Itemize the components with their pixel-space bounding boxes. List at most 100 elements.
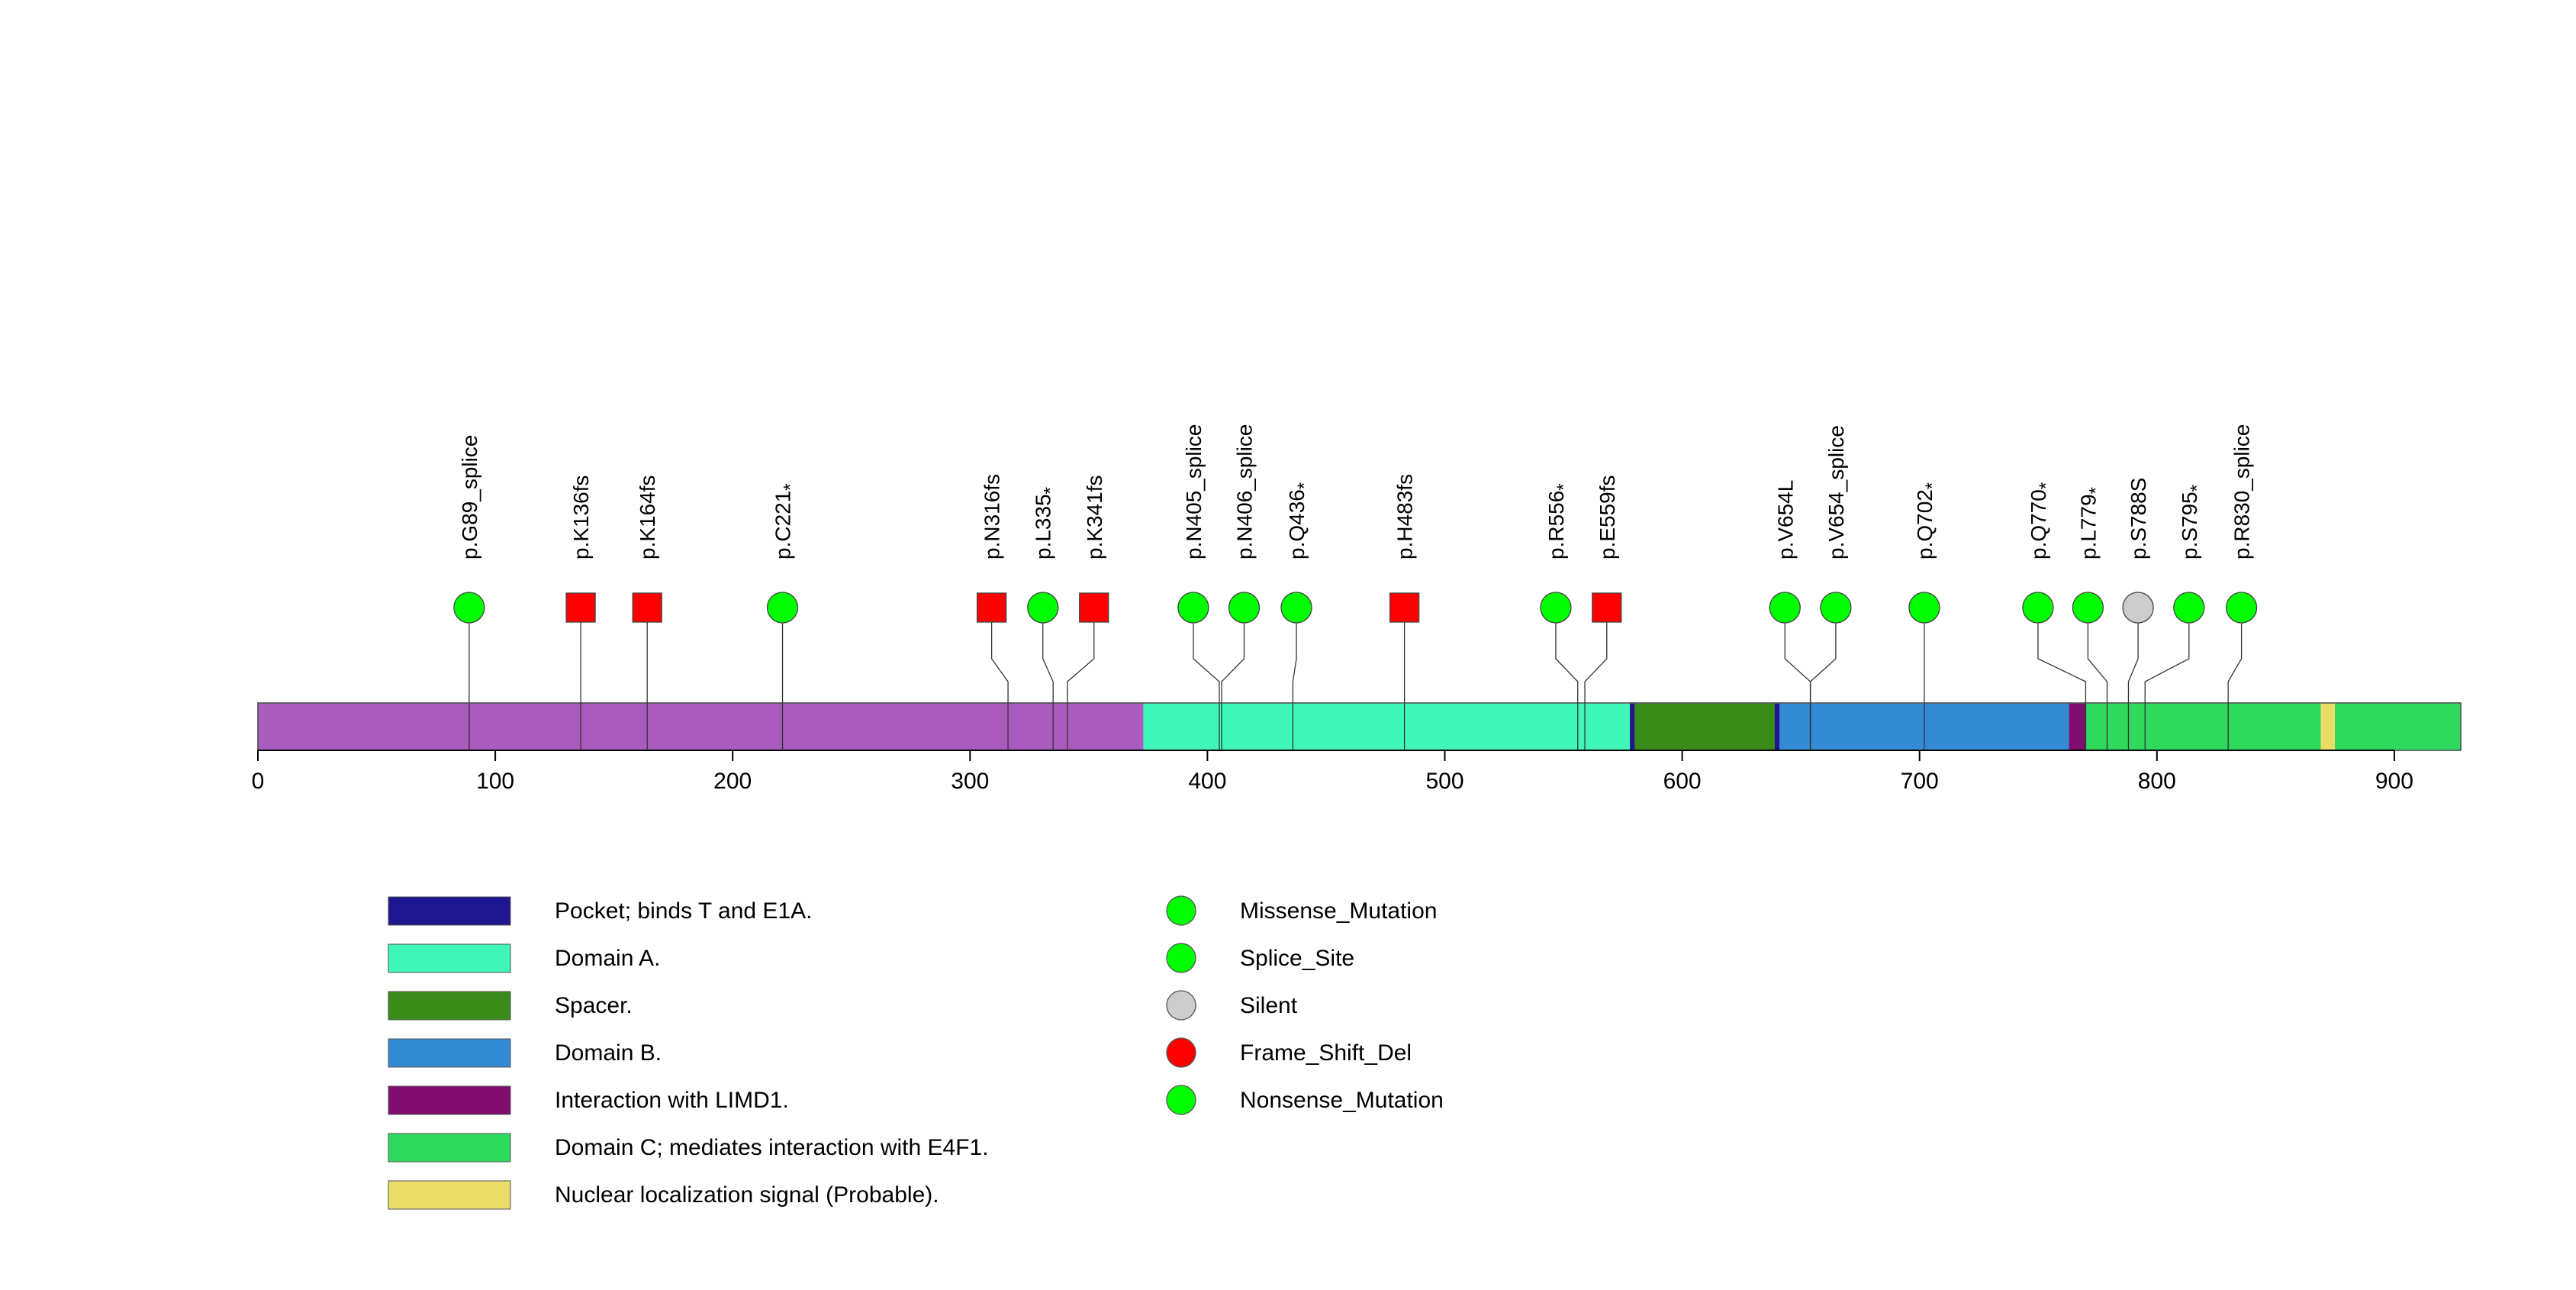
domain-legend-swatch (388, 1038, 511, 1068)
lollipop-stem (1042, 608, 1054, 750)
mutation-marker-square (1389, 592, 1420, 623)
lollipop-stem (1221, 608, 1245, 750)
mutation-legend-label: Splice_Site (1240, 946, 1354, 971)
mutation-legend-marker (1166, 990, 1196, 1021)
mutation-label: p.N316fs (980, 474, 1004, 560)
mutation-legend-label: Missense_Mutation (1240, 898, 1437, 924)
mutation-label: p.K341fs (1083, 475, 1106, 560)
domain-legend-label: Spacer. (555, 993, 633, 1018)
x-tick-label: 800 (2138, 769, 2176, 794)
lollipop-stem (2087, 608, 2108, 750)
mutation-marker-circle (2022, 592, 2054, 624)
domain-segment (1634, 703, 1775, 750)
domain-legend-swatch (388, 1085, 511, 1115)
nonsense-star: * (1041, 487, 1061, 494)
x-tick-label: 600 (1663, 769, 1702, 794)
nonsense-star: * (1554, 483, 1574, 490)
lollipop-stems (469, 608, 2243, 750)
mutation-marker-circle (2173, 592, 2205, 624)
domain-legend-label: Domain C; mediates interaction with E4F1… (555, 1135, 989, 1160)
mutation-label: p.R830_splice (2230, 424, 2254, 560)
x-axis: 0 100 200 300 400 500 600 700 800 900 (252, 750, 2413, 794)
mutation-marker-circle (2072, 592, 2104, 624)
mutation-markers (453, 592, 2258, 624)
x-tick-label: 0 (252, 769, 265, 794)
nonsense-star: * (1922, 482, 1943, 489)
mutation-label: p.N406_splice (1233, 424, 1257, 560)
mutation-marker-circle (1228, 592, 1261, 624)
x-tick-label: 200 (713, 769, 752, 794)
domain-legend-label: Domain A. (555, 946, 660, 971)
domain-legend-swatch (388, 991, 511, 1021)
mutation-label: p.N405_splice (1182, 424, 1206, 560)
mutation-label: p.E559fs (1596, 475, 1619, 560)
mutation-marker-circle (2122, 592, 2154, 624)
mutation-marker-circle (2225, 592, 2258, 624)
lollipop-stem (1292, 608, 1297, 750)
mutation-marker-circle (1027, 592, 1059, 624)
x-tick-label: 700 (1901, 769, 1939, 794)
mutation-marker-square (1079, 592, 1109, 623)
mutation-label: p.V654_splice (1824, 425, 1848, 560)
domain-legend-swatch (388, 896, 511, 926)
domain-legend-swatch (388, 1133, 511, 1163)
nonsense-star: * (2187, 485, 2207, 492)
mutation-legend-marker (1166, 943, 1196, 973)
domain-legend-label: Domain B. (555, 1040, 662, 1066)
domain-legend-label: Interaction with LIMD1. (555, 1088, 789, 1113)
domain-segment (2085, 703, 2321, 750)
lollipop-stem (1067, 608, 1095, 750)
mutation-marker-circle (1769, 592, 1801, 624)
domain-legend-label: Pocket; binds T and E1A. (555, 898, 812, 924)
lollipop-stem (1809, 608, 1837, 750)
mutation-label: p.K136fs (569, 475, 593, 560)
lollipop-stem (2227, 608, 2243, 750)
domain-segment (1630, 703, 1635, 750)
domain-legend-swatch (388, 943, 511, 973)
x-tick-label: 900 (2375, 769, 2413, 794)
domain-segment (2320, 703, 2336, 750)
mutation-legend-label: Nonsense_Mutation (1240, 1088, 1444, 1113)
mutation-marker-circle (1540, 592, 1572, 624)
domain-segment (2335, 703, 2461, 750)
mutation-marker-square (565, 592, 596, 623)
domain-segment (1143, 703, 1631, 750)
domain-segment (2069, 703, 2086, 750)
lollipop-stem (990, 608, 1009, 750)
mutation-legend-marker (1166, 1085, 1196, 1115)
mutation-marker-circle (453, 592, 485, 624)
lollipop-stem (1555, 608, 1579, 750)
mutation-legend-marker (1166, 1037, 1196, 1068)
lollipop-stem (2127, 608, 2139, 750)
mutation-label: p.H483fs (1393, 474, 1417, 560)
x-tick-label: 500 (1425, 769, 1463, 794)
mutation-label: p.S788S (2127, 478, 2150, 560)
x-tick-label: 100 (476, 769, 514, 794)
mutation-marker-circle (766, 592, 799, 624)
legend: Pocket; binds T and E1A. Domain A. Spacer.… (388, 895, 1444, 1210)
nonsense-star: * (2085, 487, 2106, 494)
mutation-label: p.V654L (1773, 480, 1797, 560)
domain-legend-label: Nuclear localization signal (Probable). (555, 1182, 939, 1208)
mutation-legend-marker (1166, 895, 1196, 926)
x-tick-label: 300 (951, 769, 989, 794)
nonsense-star: * (781, 483, 801, 490)
mutation-label: p.G89_splice (458, 435, 481, 560)
lollipop-stem (1584, 608, 1608, 750)
mutation-marker-square (1592, 592, 1622, 623)
mutation-marker-circle (1280, 592, 1312, 624)
mutation-label: p.K164fs (636, 475, 659, 560)
mutation-marker-circle (1908, 592, 1940, 624)
protein-bar-group (257, 702, 2462, 751)
domain-segment (1774, 703, 1780, 750)
mutation-marker-square (632, 592, 662, 623)
nonsense-star: * (1294, 482, 1315, 489)
lollipop-stem (2037, 608, 2087, 750)
mutation-legend-label: Frame_Shift_Del (1240, 1040, 1412, 1066)
mutation-marker-circle (1177, 592, 1209, 624)
domain-legend-swatch (388, 1180, 511, 1210)
mutation-marker-square (976, 592, 1007, 623)
lollipop-stem (1193, 608, 1220, 750)
